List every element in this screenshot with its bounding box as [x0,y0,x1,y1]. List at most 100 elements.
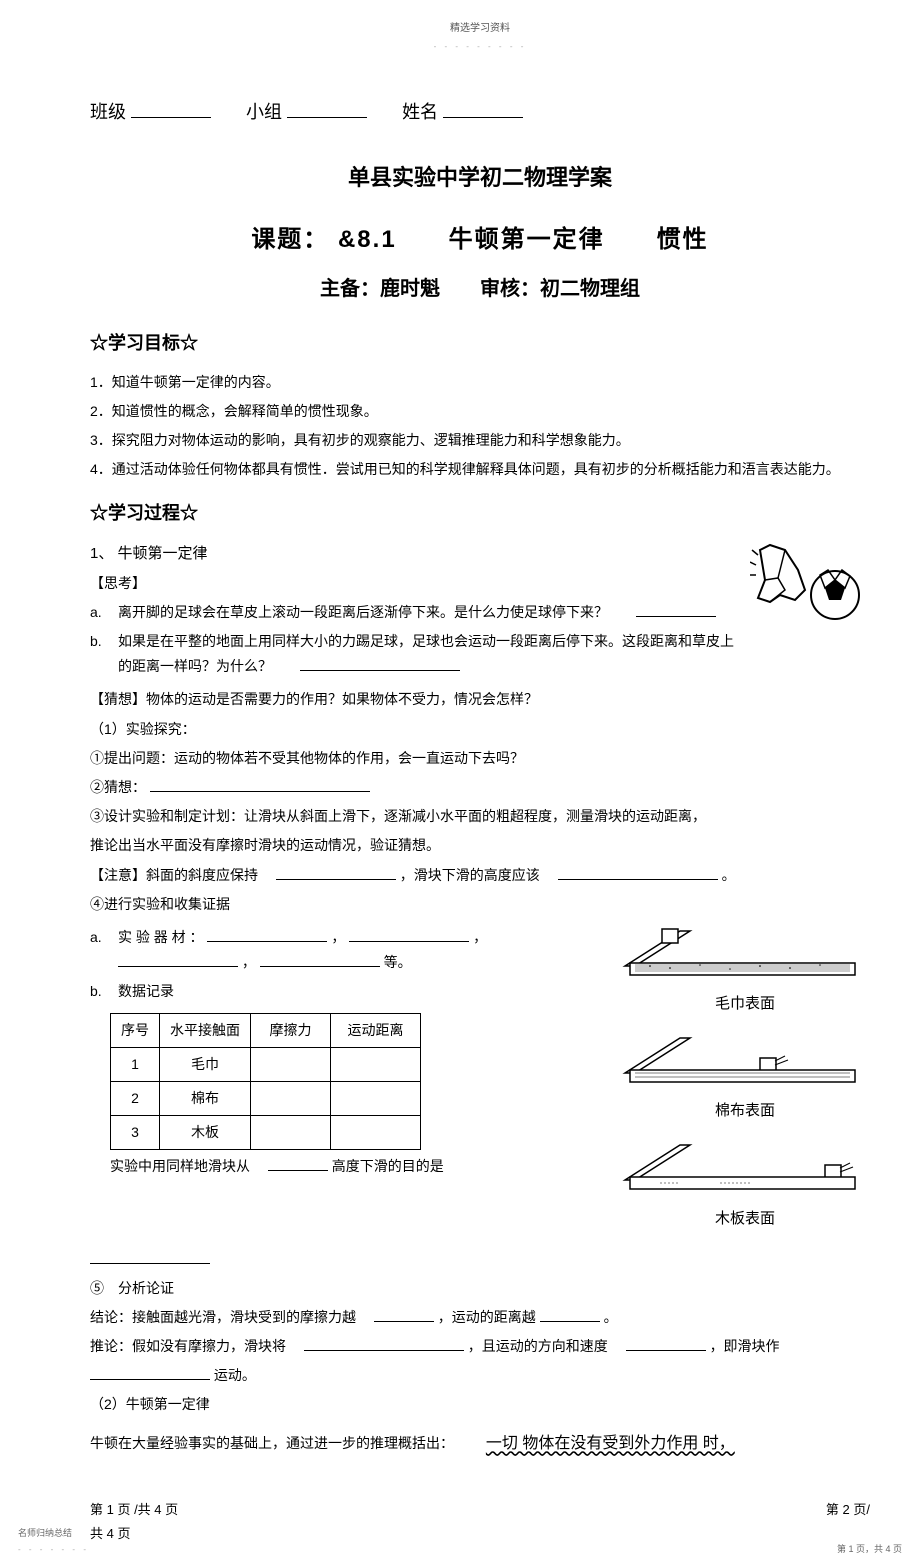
think-a-text: 离开脚的足球会在草皮上滚动一段距离后逐渐停下来。是什么力使足球停下来？ [118,604,608,620]
blank-note1[interactable] [276,866,396,880]
materials-end: 等。 [384,954,412,970]
note-pre: 【注意】斜面的斜度应保持 [90,867,258,883]
conclusion-line: 结论：接触面越光滑，滑块受到的摩擦力越 ，运动的距离越 。 [90,1305,870,1330]
question-3b: 推论出当水平面没有摩擦时滑块的运动情况，验证猜想。 [90,833,870,858]
infer-mid: ，且运动的方向和速度 [468,1338,608,1354]
blank-purpose[interactable] [90,1250,210,1264]
blank-infer2[interactable] [626,1337,706,1351]
blank-height[interactable] [268,1157,328,1171]
wood-diagram [620,1135,860,1195]
materials-row: a. 实 验 器 材 ： ， ， ， 等。 [90,925,590,975]
blank-conc2[interactable] [540,1308,600,1322]
footer-left2: 共 4 页 [90,1522,178,1545]
law-emphasis: 一切 物体在没有受到外力作用 时， [486,1435,735,1452]
top-header: 精选学习资料 - - - - - - - - - [90,20,870,56]
subtitle: 主备：鹿时魁 审核：初二物理组 [90,271,870,307]
goal-2: 2．知道惯性的概念，会解释简单的惯性现象。 [90,399,870,424]
cotton-diagram [620,1028,860,1088]
materials-label: 实 验 器 材 ： [118,929,204,945]
infer-post: ，即滑块作 [710,1338,780,1354]
infer-pre: 推论：假如没有摩擦力，滑块将 [90,1338,286,1354]
cell: 木板 [160,1116,251,1150]
cell: 1 [111,1047,160,1081]
footer-right: 第 2 页/ [826,1498,870,1545]
label-a: a. [90,600,118,625]
th-2: 摩擦力 [251,1013,331,1047]
cell[interactable] [331,1116,421,1150]
label-a2: a. [90,925,118,975]
conc-end: 。 [604,1309,618,1325]
th-3: 运动距离 [331,1013,421,1047]
conc-mid: ，运动的距离越 [438,1309,536,1325]
think-a: a. 离开脚的足球会在草皮上滚动一段距离后逐渐停下来。是什么力使足球停下来？ [90,600,740,625]
inference-line2: 运动。 [90,1363,870,1388]
group-label: 小组 [246,102,282,122]
name-label: 姓名 [402,102,438,122]
blank-infer1[interactable] [304,1337,464,1351]
class-blank[interactable] [131,100,211,118]
topic-title: 课题： &8.1 牛顿第一定律 惯性 [90,218,870,261]
blank-a[interactable] [636,603,716,617]
table-row: 1 毛巾 [111,1047,421,1081]
towel-diagram [620,921,860,981]
table-row: 3 木板 [111,1116,421,1150]
question-2: ②猜想： [90,775,870,800]
goal-1: 1．知道牛顿第一定律的内容。 [90,370,870,395]
cell[interactable] [331,1047,421,1081]
cell: 毛巾 [160,1047,251,1081]
label-b2: b. [90,979,118,1004]
cell[interactable] [331,1081,421,1115]
cell[interactable] [251,1116,331,1150]
th-1: 水平接触面 [160,1013,251,1047]
caption-post: 高度下滑的目的是 [332,1158,444,1174]
cell[interactable] [251,1047,331,1081]
conc-pre: 结论：接触面越光滑，滑块受到的摩擦力越 [90,1309,356,1325]
note-mid: ，滑块下滑的高度应该 [400,867,540,883]
table-row: 2 棉布 [111,1081,421,1115]
goal-3: 3．探究阻力对物体运动的影响，具有初步的观察能力、逻辑推理能力和科学想象能力。 [90,428,870,453]
blank-conc1[interactable] [374,1308,434,1322]
towel-label: 毛巾表面 [620,991,870,1018]
question-1: ①提出问题：运动的物体若不受其他物体的作用，会一直运动下去吗？ [90,746,870,771]
blank-note2[interactable] [558,866,718,880]
cell: 3 [111,1116,160,1150]
question-3a: ③设计实验和制定计划：让滑块从斜面上滑下，逐渐减小水平面的粗超程度，测量滑块的运… [90,804,870,829]
class-label: 班级 [90,102,126,122]
school-title: 单县实验中学初二物理学案 [90,158,870,198]
blank-b[interactable] [300,657,460,671]
tiny-footer-right: 第 1 页，共 4 页 [837,1541,902,1557]
dots: - - - - - - - - - [434,42,527,51]
blank-mat2[interactable] [349,928,469,942]
law-text: 牛顿在大量经验事实的基础上，通过进一步的推理概括出： 一切 物体在没有受到外力作… [90,1430,870,1459]
blank-mat4[interactable] [260,953,380,967]
cell[interactable] [251,1081,331,1115]
class-info-row: 班级 小组 姓名 [90,96,870,128]
inference-line: 推论：假如没有摩擦力，滑块将 ，且运动的方向和速度 ，即滑块作 [90,1334,870,1359]
q2-label: ②猜想： [90,779,146,795]
note-line: 【注意】斜面的斜度应保持 ，滑块下滑的高度应该 。 [90,863,870,888]
cell: 2 [111,1081,160,1115]
name-blank[interactable] [443,100,523,118]
cell: 棉布 [160,1081,251,1115]
law-heading: （2）牛顿第一定律 [90,1392,870,1417]
question-5: ⑤ 分析论证 [90,1276,870,1301]
experiment-table: 序号 水平接触面 摩擦力 运动距离 1 毛巾 2 棉布 3 木板 [110,1013,421,1151]
blank-mat1[interactable] [207,928,327,942]
surface-diagrams: 毛巾表面 棉布表面 木板表面 [620,921,870,1243]
th-0: 序号 [111,1013,160,1047]
group-blank[interactable] [287,100,367,118]
cotton-label: 棉布表面 [620,1098,870,1125]
blank-infer3[interactable] [90,1366,210,1380]
goal-4: 4．通过活动体验任何物体都具有惯性．尝试用已知的科学规律解释具体问题，具有初步的… [90,457,870,482]
caption-pre: 实验中用同样地滑块从 [110,1158,250,1174]
tiny-footer-left: 名师归纳总结 - - - - - - - [18,1525,89,1558]
football-icon [750,540,870,625]
blank-guess[interactable] [150,778,370,792]
infer-end: 运动。 [214,1367,256,1383]
exp-heading: （1）实验探究： [90,717,870,742]
wood-label: 木板表面 [620,1206,870,1233]
page-footer: 第 1 页 /共 4 页 共 4 页 第 2 页/ [90,1498,870,1545]
table-caption: 实验中用同样地滑块从 高度下滑的目的是 [110,1154,590,1179]
question-4: ④进行实验和收集证据 [90,892,870,917]
blank-mat3[interactable] [118,953,238,967]
